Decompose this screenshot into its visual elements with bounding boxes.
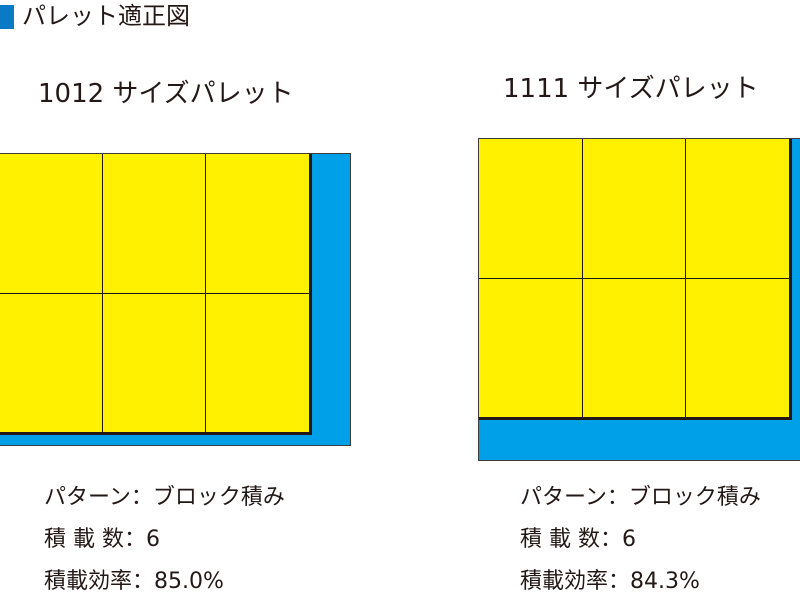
title-marker [0, 5, 14, 29]
box-cell [0, 293, 103, 433]
box-cell [686, 139, 790, 279]
pallet-1111-label: 1111 サイズパレット [503, 74, 759, 104]
pallet-1111 [478, 138, 800, 461]
load-count-text: 積 載 数：6 [520, 527, 636, 552]
box-cell [686, 278, 790, 418]
pallet-1012-label: 1012 サイズパレット [38, 79, 294, 109]
box-cell [206, 154, 310, 294]
box-cell [206, 293, 310, 433]
efficiency-text: 積載効率：85.0% [44, 569, 224, 594]
load-area [0, 154, 312, 435]
pallet-1012 [0, 153, 351, 446]
box-cell [479, 139, 583, 279]
load-area [479, 139, 792, 420]
box-cell [582, 139, 687, 279]
pallet-1012-info: パターン：ブロック積み 積 載 数：6 積載効率：85.0% [44, 477, 285, 603]
load-count-text: 積 載 数：6 [44, 527, 160, 552]
pattern-text: パターン：ブロック積み [520, 485, 761, 510]
pallet-1111-info: パターン：ブロック積み 積 載 数：6 積載効率：84.3% [520, 477, 761, 603]
box-cell [102, 293, 207, 433]
box-cell [479, 278, 583, 418]
box-cell [102, 154, 207, 294]
box-cell [0, 154, 103, 294]
efficiency-text: 積載効率：84.3% [520, 569, 700, 594]
box-cell [582, 278, 687, 418]
page-title: パレット適正図 [22, 2, 190, 30]
pattern-text: パターン：ブロック積み [44, 485, 285, 510]
